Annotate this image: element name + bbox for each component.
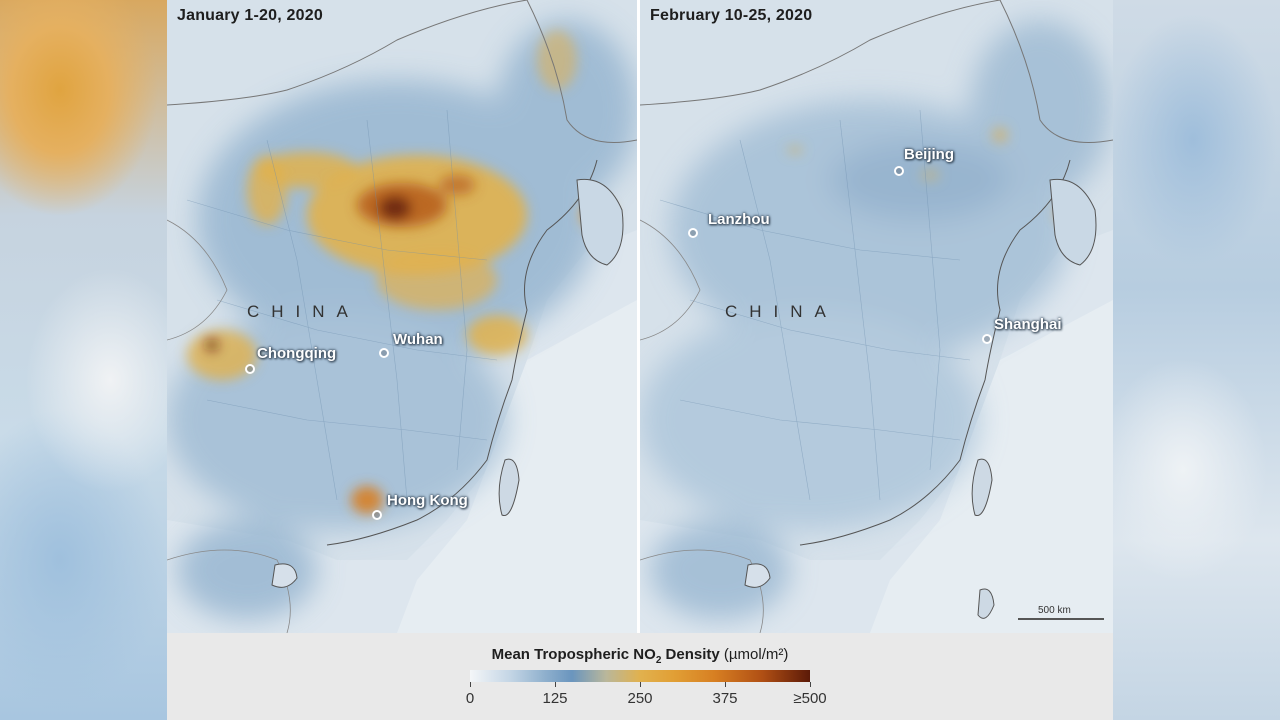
legend-title-main: Mean Tropospheric NO bbox=[491, 646, 656, 663]
legend-title-subscript: 2 bbox=[655, 655, 662, 666]
no2-map-january bbox=[167, 0, 637, 633]
city-marker-icon bbox=[379, 348, 389, 358]
map-panel-january: January 1-20, 2020 CHINA Wuhan Chongqing… bbox=[167, 0, 637, 633]
city-marker-icon bbox=[372, 510, 382, 520]
legend-tick bbox=[725, 682, 726, 687]
legend-tick-label: 375 bbox=[712, 690, 738, 707]
background-blur-left bbox=[0, 0, 167, 720]
city-marker-icon bbox=[245, 364, 255, 374]
legend-tick bbox=[640, 682, 641, 687]
panel-title-february: February 10-25, 2020 bbox=[650, 7, 813, 24]
legend-title: Mean Tropospheric NO2 Density (µmol/m²) bbox=[167, 646, 1113, 666]
legend: Mean Tropospheric NO2 Density (µmol/m²) … bbox=[167, 633, 1113, 720]
scale-bar-line bbox=[1018, 618, 1104, 620]
legend-units: (µmol/m²) bbox=[723, 646, 789, 663]
country-label-china: CHINA bbox=[247, 302, 360, 321]
legend-title-rest: Density bbox=[661, 646, 720, 663]
city-marker-icon bbox=[894, 166, 904, 176]
city-label-chongqing: Chongqing bbox=[257, 345, 337, 362]
background-blur-right bbox=[1113, 0, 1280, 720]
map-panel-february: February 10-25, 2020 CHINA Beijing Lanzh… bbox=[640, 0, 1113, 633]
city-label-shanghai: Shanghai bbox=[994, 316, 1062, 333]
scale-bar: 500 km bbox=[1018, 605, 1104, 620]
panel-divider bbox=[637, 0, 640, 633]
legend-ticks bbox=[470, 682, 811, 688]
legend-tick-label: 0 bbox=[465, 690, 475, 707]
panel-title-january: January 1-20, 2020 bbox=[177, 7, 323, 24]
legend-tick-label: 125 bbox=[542, 690, 568, 707]
city-label-hong-kong: Hong Kong bbox=[387, 492, 468, 509]
legend-tick-label: 250 bbox=[627, 690, 653, 707]
legend-tick-labels: 0 125 250 375 ≥500 bbox=[466, 690, 827, 710]
legend-tick bbox=[470, 682, 471, 687]
no2-map-february bbox=[640, 0, 1113, 633]
city-label-wuhan: Wuhan bbox=[393, 331, 443, 348]
country-label-china: CHINA bbox=[725, 302, 838, 321]
city-label-beijing: Beijing bbox=[904, 146, 955, 163]
legend-tick bbox=[555, 682, 556, 687]
city-marker-icon bbox=[982, 334, 992, 344]
legend-tick-label: ≥500 bbox=[793, 690, 827, 707]
legend-tick bbox=[810, 682, 811, 687]
city-label-lanzhou: Lanzhou bbox=[708, 211, 770, 228]
legend-color-bar bbox=[470, 670, 810, 682]
city-marker-icon bbox=[688, 228, 698, 238]
scale-bar-label: 500 km bbox=[1038, 605, 1071, 616]
